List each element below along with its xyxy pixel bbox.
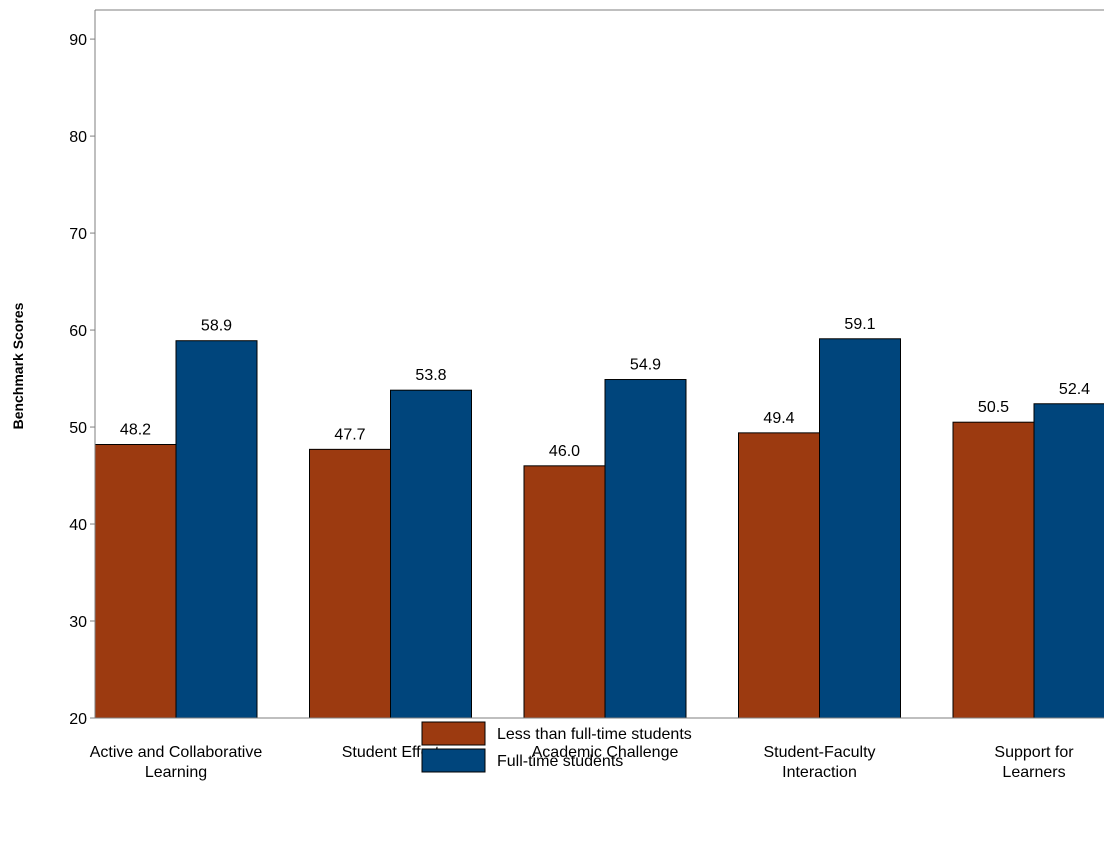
- category-label: Active and Collaborative Learning: [90, 744, 263, 781]
- legend-label: Less than full-time students: [497, 726, 692, 743]
- bar-less-than-full-time-4: [952, 421, 1035, 719]
- legend-swatch-less-than-full-time: [421, 721, 486, 746]
- bar-value-label: 48.2: [120, 421, 151, 438]
- bars-layer: [94, 338, 1104, 719]
- axis-layer: 20 30 40 50 60 70 80 90: [69, 9, 1104, 728]
- legend-swatch-full-time: [421, 748, 486, 773]
- category-label: Support for Learners: [994, 744, 1074, 781]
- y-tick-label: 50: [69, 420, 87, 437]
- y-tick-label: 40: [69, 517, 87, 534]
- bar-value-label: 50.5: [978, 399, 1009, 416]
- bar-value-label: 52.4: [1059, 381, 1090, 398]
- y-axis-title: Benchmark Scores: [10, 302, 26, 429]
- y-tick-label: 80: [69, 129, 87, 146]
- legend: Less than full-time students Full-time st…: [421, 721, 692, 773]
- y-tick-label: 60: [69, 323, 87, 340]
- bar-less-than-full-time-0: [94, 443, 177, 719]
- bar-value-label: 54.9: [630, 357, 661, 374]
- bar-less-than-full-time-2: [523, 465, 606, 719]
- bar-value-label: 59.1: [844, 316, 875, 333]
- bar-full-time-0: [175, 340, 258, 719]
- bar-value-label: 47.7: [334, 426, 365, 443]
- y-tick-label: 90: [69, 32, 87, 49]
- y-tick-label: 70: [69, 226, 87, 243]
- category-label: Student-Faculty Interaction: [763, 744, 875, 781]
- bar-value-label: 53.8: [415, 367, 446, 384]
- bar-less-than-full-time-3: [738, 432, 820, 719]
- bar-full-time-3: [819, 338, 901, 719]
- bar-value-label: 46.0: [549, 443, 580, 460]
- bar-value-label: 49.4: [763, 410, 794, 427]
- bar-full-time-2: [604, 379, 687, 719]
- labels-layer: 48.2 58.9 Active and Collaborative Learning…: [90, 316, 1090, 781]
- y-tick-label: 20: [69, 711, 87, 728]
- bar-full-time-4: [1033, 403, 1104, 719]
- bar-full-time-1: [390, 389, 472, 719]
- category-label: Academic Challenge: [532, 744, 679, 761]
- category-label: Student Effort: [342, 744, 440, 761]
- bar-less-than-full-time-1: [309, 448, 391, 719]
- y-tick-label: 30: [69, 614, 87, 631]
- bar-value-label: 58.9: [201, 318, 232, 335]
- legend-label: Full-time students: [497, 753, 623, 770]
